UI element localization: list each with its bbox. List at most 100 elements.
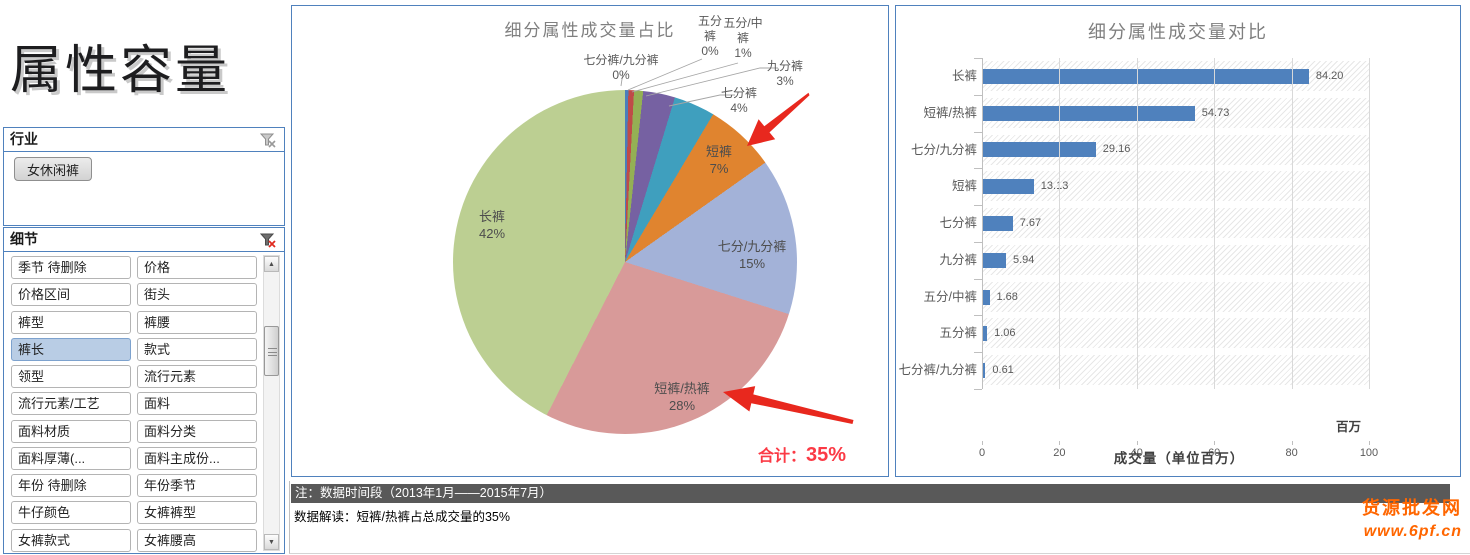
detail-item[interactable]: 年份季节 — [137, 474, 257, 498]
note-interpretation: 数据解读：短裤/热裤占总成交量的35% — [294, 510, 510, 524]
detail-item[interactable]: 面料厚薄(... — [11, 446, 131, 470]
hatch-band — [982, 171, 1369, 202]
note-period: 注：数据时间段（2013年1月——2015年7月） — [291, 484, 1450, 503]
bar[interactable] — [983, 68, 1309, 84]
detail-item[interactable]: 裤型 — [11, 310, 131, 334]
x-tick-mark — [1059, 441, 1061, 445]
bar-category-label: 九分裤 — [939, 252, 977, 267]
bar[interactable] — [983, 363, 986, 379]
detail-item[interactable]: 裤长 — [11, 337, 131, 361]
x-tick-mark — [1136, 441, 1138, 445]
bar-category-label: 短裤/热裤 — [923, 105, 977, 120]
x-tick-label: 20 — [1053, 447, 1066, 459]
detail-item[interactable]: 面料主成份... — [137, 446, 257, 470]
pie-chart[interactable] — [453, 90, 797, 434]
watermark-name: 货源批发网 — [1362, 498, 1462, 518]
industry-filter-label: 行业 — [10, 131, 38, 147]
funnel-exclude-icon[interactable] — [259, 132, 276, 148]
pie-label-inside: 短裤 7% — [705, 144, 733, 176]
category-tick — [974, 241, 982, 243]
x-tick-label: 0 — [978, 447, 986, 459]
hatch-band — [982, 208, 1369, 239]
category-tick — [974, 352, 982, 354]
x-tick-mark — [1291, 441, 1293, 445]
detail-item[interactable]: 牛仔颜色 — [11, 501, 131, 525]
detail-item[interactable]: 价格区间 — [11, 283, 131, 307]
bar[interactable] — [983, 289, 990, 305]
bar[interactable] — [983, 179, 1034, 195]
bar[interactable] — [983, 252, 1006, 268]
detail-item[interactable]: 领型 — [11, 365, 131, 389]
bar-category-label: 七分裤 — [939, 216, 977, 231]
bar-category-label: 五分裤 — [939, 326, 977, 341]
detail-item[interactable]: 流行元素 — [137, 365, 257, 389]
bar-value-label: 1.06 — [994, 327, 1016, 340]
scroll-down-icon[interactable]: ▼ — [264, 534, 279, 550]
watermark: 货源批发网 www.6pf.cn — [1340, 497, 1462, 543]
bar-value-label: 5.94 — [1013, 253, 1035, 266]
bar[interactable] — [983, 105, 1195, 121]
hatch-band — [982, 318, 1369, 349]
bar-category-label: 五分/中裤 — [923, 289, 977, 304]
x-tick-mark — [1214, 441, 1216, 445]
bar-category-label: 长裤 — [951, 69, 977, 83]
bar[interactable] — [983, 216, 1013, 231]
detail-item[interactable]: 女裤款式 — [11, 528, 131, 552]
pie-label-callout: 五分裤 0% — [697, 14, 723, 58]
x-tick-label: 100 — [1359, 447, 1379, 459]
detail-item[interactable]: 女裤裤型 — [137, 501, 257, 525]
detail-item[interactable]: 面料材质 — [11, 419, 131, 443]
detail-item[interactable]: 流行元素/工艺 — [11, 392, 131, 416]
pie-total-annotation: 合计：35% — [758, 442, 846, 467]
bar-category-label: 七分/九分裤 — [911, 142, 977, 157]
pie-label-inside: 长裤 42% — [478, 209, 506, 241]
scroll-up-icon[interactable]: ▲ — [264, 256, 279, 272]
arrow-to-hot-pants — [723, 386, 854, 424]
detail-item[interactable]: 面料分类 — [137, 419, 257, 443]
hatch-band — [982, 355, 1369, 386]
bar-value-label: 0.61 — [992, 364, 1014, 377]
detail-filter-label: 细节 — [10, 231, 38, 247]
detail-item[interactable]: 款式 — [137, 337, 257, 361]
bar-axis-unit: 百万 — [1336, 420, 1362, 434]
bar-value-label: 13.13 — [1040, 180, 1069, 193]
detail-filter-header: 细节 — [4, 228, 284, 252]
category-tick — [974, 94, 982, 96]
bar[interactable] — [983, 142, 1096, 158]
pie-label-callout: 九分裤 3% — [766, 59, 804, 88]
thumb-grip — [268, 348, 277, 356]
detail-item[interactable]: 年份 待删除 — [11, 474, 131, 498]
pie-label-inside: 短裤/热裤 28% — [654, 381, 710, 413]
detail-scrollbar[interactable]: ▲ ▼ — [263, 255, 280, 551]
total-label: 合计： — [758, 448, 807, 465]
x-tick-label: 80 — [1285, 447, 1298, 459]
bar-plot-area: 长裤 84.20 短裤/热裤 54.73 七分/九分裤 29.16 短裤 13.13 七分裤 7.… — [899, 58, 1378, 459]
detail-item[interactable]: 街头 — [137, 283, 257, 307]
category-tick — [974, 168, 982, 170]
industry-selected-button[interactable]: 女休闲裤 — [14, 157, 93, 181]
detail-item[interactable]: 面料 — [137, 392, 257, 416]
x-tick-mark — [982, 441, 983, 445]
detail-item[interactable]: 女裤腰高 — [137, 528, 257, 552]
pie-label-callout: 七分裤 4% — [720, 86, 758, 115]
pie-label-callout: 五分/中裤 1% — [723, 16, 763, 60]
detail-attribute-list: 季节 待删除 价格 价格区间 街头 裤型 裤腰 裤长 款式 领型 流行元素 流行元素/工艺 面料 面料材… — [11, 255, 257, 552]
bar-value-label: 1.68 — [996, 290, 1018, 303]
category-tick — [974, 205, 982, 207]
bar-value-label: 29.16 — [1102, 143, 1131, 156]
bar-axis-title: 成交量（单位百万） — [1113, 451, 1245, 466]
x-tick-label: 40 — [1130, 447, 1143, 459]
gridline — [1369, 58, 1370, 389]
scrollbar-thumb[interactable] — [264, 326, 279, 376]
bar-chart-panel: 细分属性成交量对比 长裤 84.20 短裤/热裤 54.73 七分/九分裤 29.16 短裤… — [895, 5, 1461, 477]
detail-item[interactable]: 裤腰 — [137, 310, 257, 334]
detail-item[interactable]: 季节 待删除 — [11, 256, 131, 279]
pie-label-inside: 七分/九分裤 15% — [717, 239, 787, 271]
bar[interactable] — [983, 326, 988, 342]
detail-item[interactable]: 价格 — [137, 256, 257, 279]
funnel-exclude-red-icon[interactable] — [259, 232, 276, 248]
page-title: 属性容量 — [10, 43, 231, 100]
total-value: 35% — [806, 444, 847, 466]
watermark-url: www.6pf.cn — [1363, 523, 1462, 540]
